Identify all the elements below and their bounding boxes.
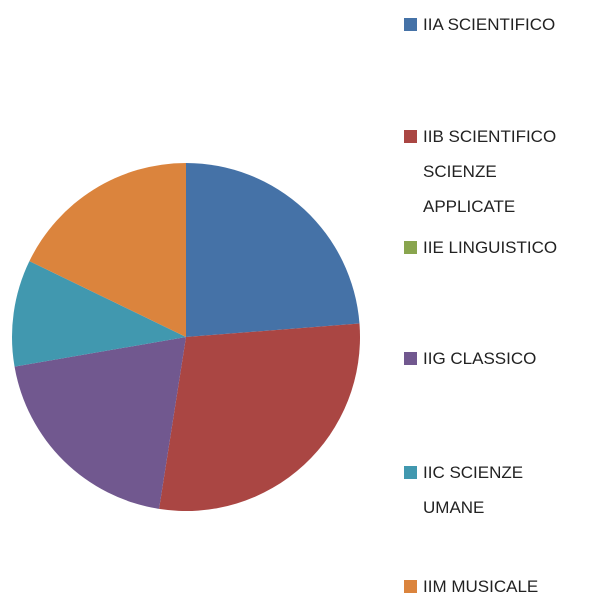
pie-slice (29, 163, 187, 337)
pie-area (12, 163, 360, 511)
legend-swatch (404, 580, 417, 593)
legend-item: IIG CLASSICO (404, 341, 594, 376)
legend-item: IIB SCIENTIFICO SCIENZE APPLICATE (404, 119, 594, 224)
pie-slice (14, 337, 186, 509)
legend-swatch (404, 18, 417, 31)
pie-slice (186, 163, 360, 337)
legend-item: IIE LINGUISTICO (404, 230, 594, 265)
legend-swatch (404, 241, 417, 254)
legend-item: IIM MUSICALE (404, 569, 594, 604)
legend-label: IIE LINGUISTICO (423, 238, 558, 257)
pie-slice (159, 323, 360, 511)
legend-swatch (404, 352, 417, 365)
pie-slice (12, 261, 187, 367)
legend-label: IIB SCIENTIFICO SCIENZE APPLICATE (423, 127, 557, 216)
legend-item: IIA SCIENTIFICO (404, 7, 594, 42)
legend-swatch (404, 130, 417, 143)
legend-swatch (404, 466, 417, 479)
legend-label: IIC SCIENZE UMANE (423, 463, 524, 517)
legend-label: IIM MUSICALE (423, 577, 539, 596)
legend-item: IIC SCIENZE UMANE (404, 455, 594, 525)
legend-label: IIA SCIENTIFICO (423, 15, 556, 34)
legend-label: IIG CLASSICO (423, 349, 537, 368)
